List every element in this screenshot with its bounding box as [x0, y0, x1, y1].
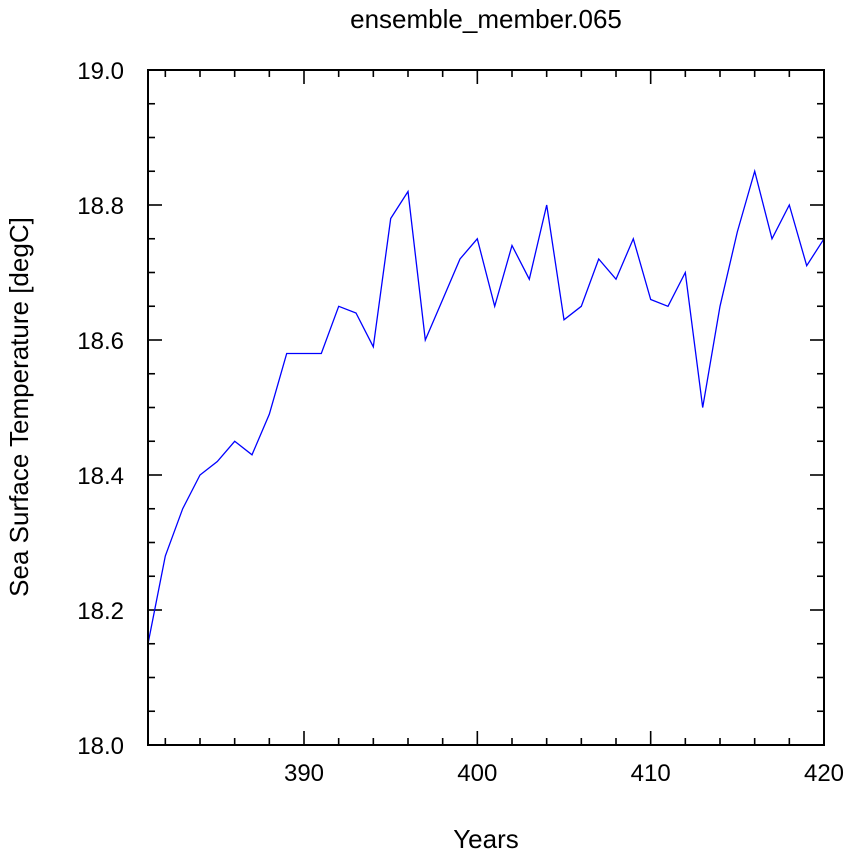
x-tick-label: 400: [457, 760, 497, 787]
y-tick-label: 18.0: [77, 733, 124, 760]
y-tick-label: 18.8: [77, 193, 124, 220]
axis-ticks: [148, 69, 825, 746]
x-tick-label: 410: [631, 760, 671, 787]
x-tick-label: 420: [804, 760, 844, 787]
series-line: [147, 168, 825, 644]
x-axis-title: Years: [453, 824, 519, 854]
y-tick-label: 18.6: [77, 328, 124, 355]
tick-labels: 390 400 410 420 18.0 18.2 18.4 18.6 18.8 19.0: [77, 58, 844, 787]
y-axis-title: Sea Surface Temperature [degC]: [4, 217, 34, 597]
y-tick-label: 18.4: [77, 463, 124, 490]
plot-frame: [147, 69, 825, 746]
chart-title: ensemble_member.065: [350, 4, 622, 34]
y-tick-label: 19.0: [77, 58, 124, 85]
x-tick-label: 390: [284, 760, 324, 787]
y-tick-label: 18.2: [77, 598, 124, 625]
